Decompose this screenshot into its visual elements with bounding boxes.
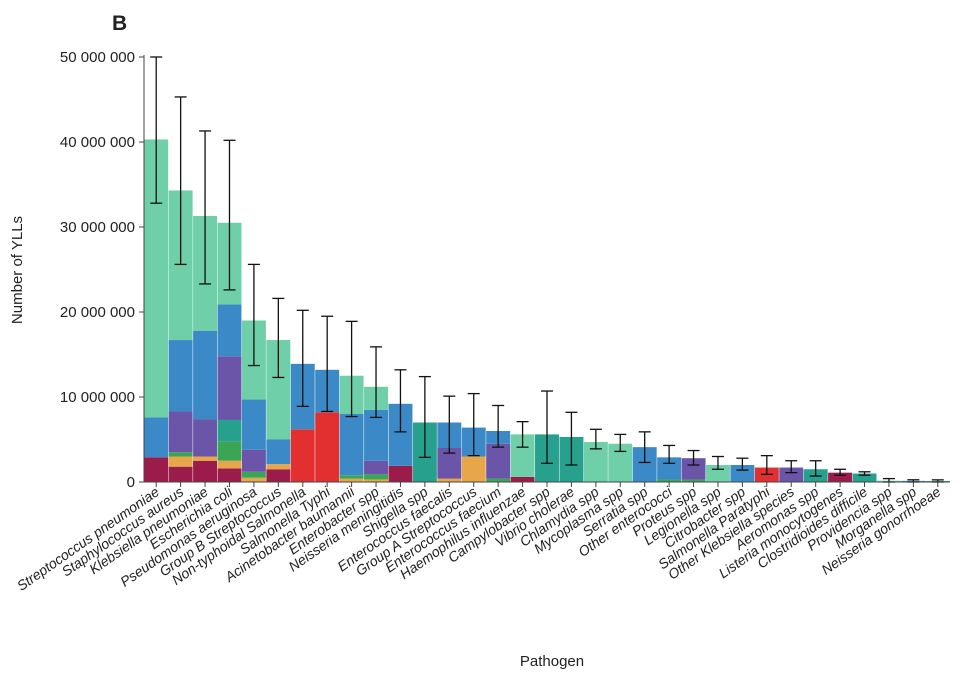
- bar-segment: [217, 468, 242, 482]
- bar-segment: [632, 447, 657, 482]
- bars-group: [144, 139, 950, 482]
- bar-segment: [486, 478, 511, 482]
- panel-label: B: [112, 12, 127, 35]
- bar-segment: [437, 478, 462, 482]
- bar-segment: [510, 434, 535, 477]
- bar-segment: [144, 457, 169, 482]
- bar-segment: [608, 443, 633, 482]
- bar-segment: [437, 448, 462, 479]
- bar-segment: [241, 449, 266, 472]
- bar-segment: [193, 460, 218, 482]
- bar-segment: [364, 474, 388, 480]
- bar-segment: [168, 466, 193, 482]
- bar-segment: [461, 456, 486, 482]
- bar-segment: [681, 458, 706, 480]
- bar-segment: [852, 473, 877, 482]
- y-ticks-group: 0 10 000 000 20 000 000 30 000 000 40 000 00…: [60, 49, 144, 491]
- bar-segment: [583, 442, 608, 482]
- bar-segment: [339, 478, 364, 482]
- y-tick-label: 40 000 000: [60, 134, 135, 151]
- bar-segment: [364, 479, 388, 482]
- bar-segment: [730, 465, 755, 482]
- y-tick-label: 10 000 000: [60, 389, 135, 406]
- bar-segment: [510, 476, 535, 482]
- bar-segment: [168, 452, 193, 457]
- bar-segment: [193, 330, 218, 420]
- y-tick-label: 0: [127, 474, 135, 491]
- bar-segment: [828, 472, 853, 482]
- bar-segment: [779, 467, 804, 482]
- bar-segment: [168, 411, 193, 453]
- error-bars-group: [150, 56, 944, 483]
- bar-segment: [315, 412, 340, 482]
- y-tick-label: 50 000 000: [60, 49, 135, 66]
- bar-segment: [168, 190, 193, 341]
- bar-segment: [388, 403, 413, 466]
- bar-segment: [193, 419, 218, 457]
- bar-segment: [217, 460, 242, 469]
- bar-segment: [144, 139, 169, 418]
- y-tick-label: 30 000 000: [60, 219, 135, 236]
- bar-segment: [266, 469, 291, 482]
- bar-segment: [241, 399, 266, 450]
- bar-segment: [168, 456, 193, 467]
- bar-segment: [266, 340, 291, 440]
- bar-segment: [339, 414, 364, 476]
- bar-segment: [193, 456, 218, 461]
- bar-segment: [217, 419, 242, 442]
- bar-segment: [266, 464, 291, 470]
- bar-segment: [486, 443, 511, 479]
- y-tick-label: 20 000 000: [60, 304, 135, 321]
- bar-segment: [217, 304, 242, 357]
- bar-segment: [364, 409, 388, 461]
- bar-segment: [339, 475, 364, 479]
- bar-segment: [241, 471, 266, 478]
- bar-segment: [290, 429, 315, 482]
- bar-segment: [144, 417, 169, 458]
- bar-segment: [266, 439, 291, 465]
- y-axis-title: Number of YLLs: [9, 216, 26, 324]
- bar-segment: [217, 441, 242, 461]
- bar-segment: [681, 479, 706, 482]
- bar-segment: [388, 465, 413, 482]
- bar-segment: [364, 460, 388, 475]
- x-axis-title: Pathogen: [520, 653, 584, 670]
- bar-segment: [657, 479, 682, 482]
- bar-segment: [217, 356, 242, 420]
- bar-segment: [241, 477, 266, 482]
- bar-segment: [168, 340, 193, 412]
